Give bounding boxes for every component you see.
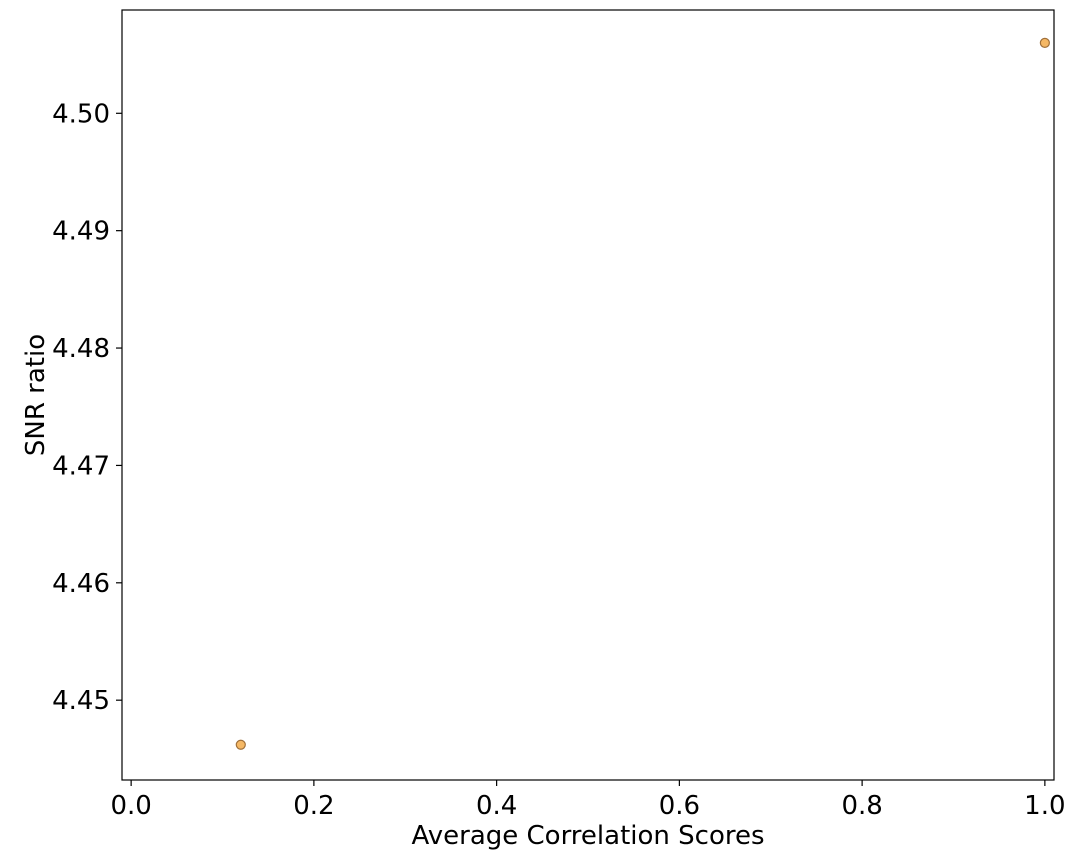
x-axis-label: Average Correlation Scores [411, 821, 764, 851]
x-tick-label: 0.4 [476, 791, 517, 821]
plot-frame [121, 9, 1055, 781]
y-tick-label: 4.50 [52, 99, 110, 129]
y-tick-label: 4.46 [52, 569, 110, 599]
axis-ticks: 0.0 0.2 0.4 0.6 0.8 1.0 4.45 4.46 4.47 4.48 4.49 4.… [52, 99, 1065, 821]
y-tick-label: 4.49 [52, 217, 110, 247]
data-points [235, 37, 1050, 750]
data-point [235, 739, 246, 750]
y-tick-label: 4.47 [52, 451, 110, 481]
data-point [1039, 37, 1050, 48]
x-tick-label: 0.0 [110, 791, 151, 821]
x-tick-label: 0.2 [293, 791, 334, 821]
x-tick-label: 0.6 [659, 791, 700, 821]
y-tick-label: 4.48 [52, 334, 110, 364]
x-tick-label: 1.0 [1024, 791, 1065, 821]
x-tick-label: 0.8 [841, 791, 882, 821]
y-axis-label: SNR ratio [21, 334, 51, 456]
y-tick-label: 4.45 [52, 686, 110, 716]
